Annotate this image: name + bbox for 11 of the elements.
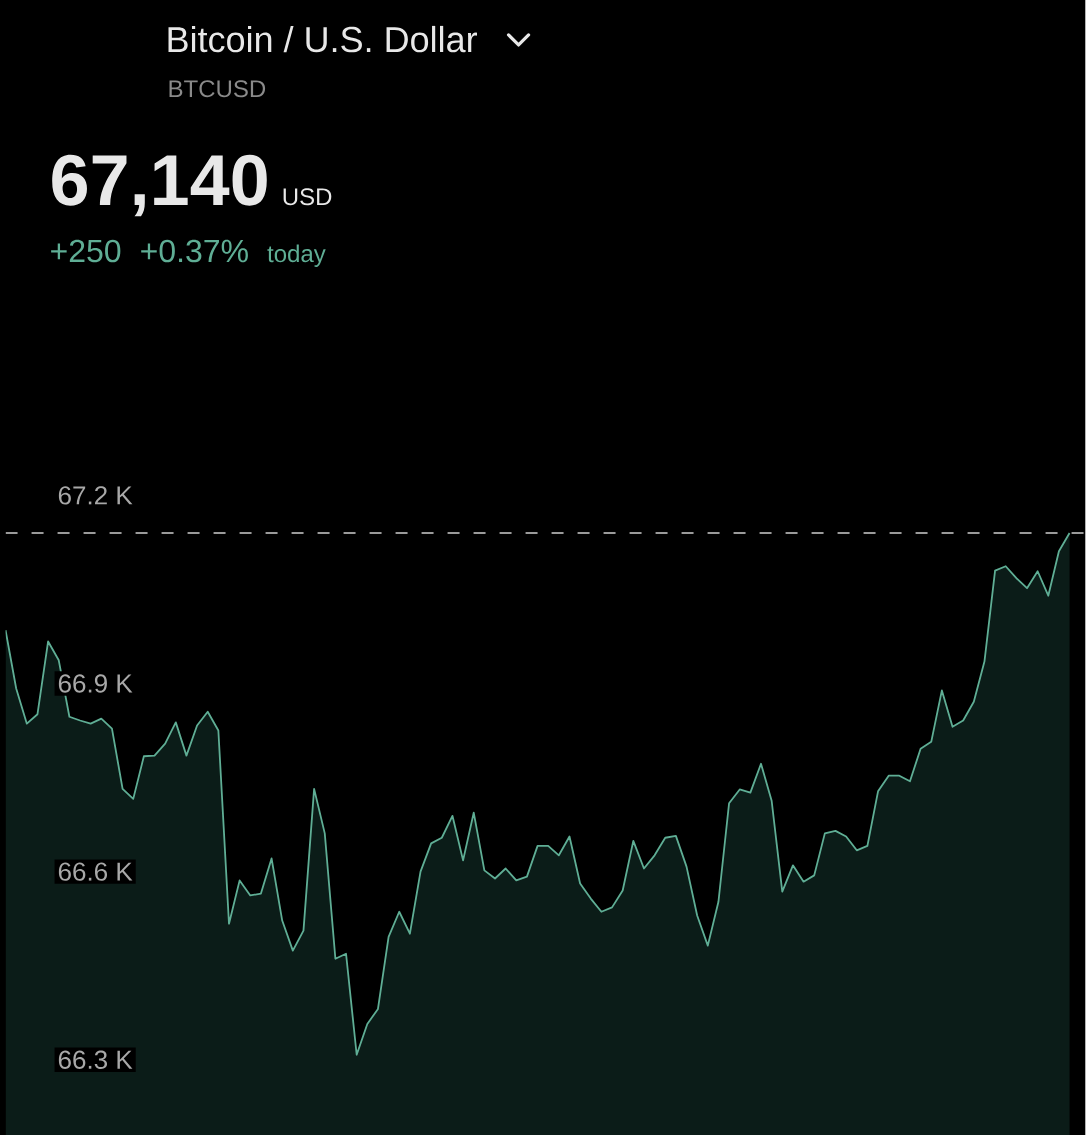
annotation: +250	[51, 239, 121, 263]
y-tick-label: 66.3 K	[59, 1050, 133, 1069]
annotation: USD	[283, 188, 332, 206]
text: Bitcoin / U.S. Dollar	[168, 25, 478, 53]
y-tick-label: 66.6 K	[59, 862, 133, 881]
y-tick-label: 66.9 K	[59, 674, 133, 693]
annotation: +0.37%	[141, 239, 249, 263]
annotation: today	[267, 244, 326, 267]
text: BTCUSD	[169, 80, 266, 98]
annotation: 67,140	[52, 154, 267, 217]
y-tick-label: 67.2 K	[59, 486, 133, 505]
